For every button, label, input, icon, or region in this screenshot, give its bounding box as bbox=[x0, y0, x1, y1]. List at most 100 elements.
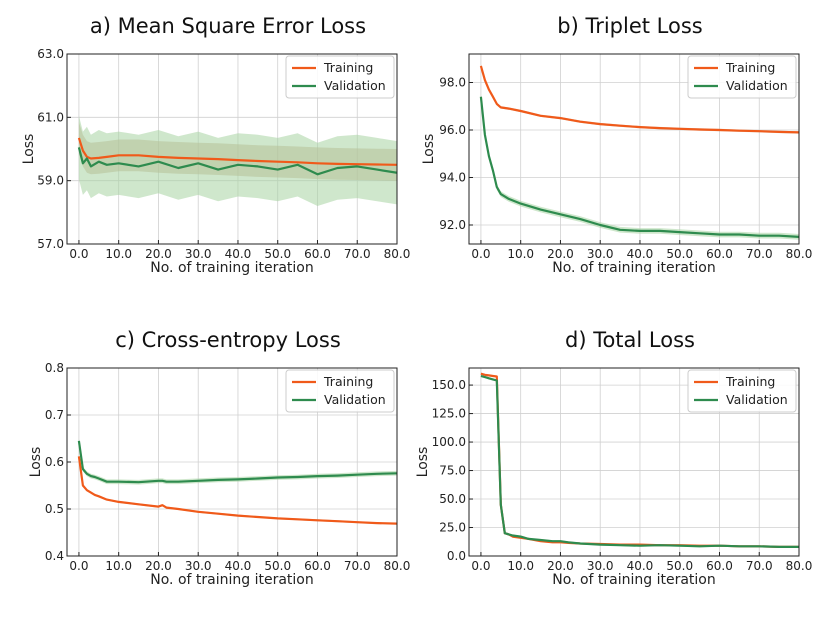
x-tick-label: 30.0 bbox=[587, 247, 614, 261]
y-tick-label: 50.0 bbox=[439, 492, 466, 506]
y-axis-label: Loss bbox=[28, 447, 44, 478]
x-tick-label: 20.0 bbox=[145, 559, 172, 573]
x-tick-label: 50.0 bbox=[264, 247, 291, 261]
x-tick-label: 40.0 bbox=[225, 559, 252, 573]
x-tick-label: 0.0 bbox=[471, 559, 490, 573]
x-tick-label: 30.0 bbox=[185, 247, 212, 261]
plot-area bbox=[77, 115, 397, 206]
series-line-training bbox=[77, 456, 397, 525]
y-tick-label: 100.0 bbox=[432, 435, 466, 449]
chart-0: a) Mean Square Error Loss 0.0 10.0 20.0 30.0… bbox=[21, 14, 410, 276]
x-tick-label: 10.0 bbox=[105, 247, 132, 261]
x-axis-label: No. of training iteration bbox=[150, 260, 313, 276]
y-tick-label: 0.0 bbox=[447, 549, 466, 563]
legend: Training Validation bbox=[285, 369, 395, 413]
x-tick-label: 80.0 bbox=[384, 247, 411, 261]
plot-area bbox=[479, 64, 799, 240]
x-tick-label: 30.0 bbox=[587, 559, 614, 573]
x-tick-label: 70.0 bbox=[344, 247, 371, 261]
y-tick-label: 57.0 bbox=[37, 237, 64, 251]
x-tick-label: 60.0 bbox=[706, 559, 733, 573]
legend-box bbox=[285, 369, 395, 413]
x-tick-label: 10.0 bbox=[507, 247, 534, 261]
y-tick-label: 96.0 bbox=[439, 123, 466, 137]
x-tick-label: 60.0 bbox=[304, 559, 331, 573]
y-axis-label: Loss bbox=[421, 134, 437, 165]
legend-label-validation: Validation bbox=[726, 392, 788, 407]
series-line-validation bbox=[77, 440, 397, 484]
x-tick-label: 10.0 bbox=[105, 559, 132, 573]
chart-title: c) Cross-entropy Loss bbox=[115, 328, 341, 352]
y-tick-label: 0.8 bbox=[45, 361, 64, 375]
plot-frame bbox=[468, 53, 800, 245]
chart-1: b) Triplet Loss 0.0 10.0 20.0 30.0 40.0 50.0 60… bbox=[421, 14, 812, 276]
legend: Training Validation bbox=[285, 55, 395, 99]
plot-area bbox=[77, 438, 397, 525]
x-axis-label: No. of training iteration bbox=[150, 572, 313, 588]
x-tick-label: 50.0 bbox=[666, 559, 693, 573]
y-tick-label: 125.0 bbox=[432, 407, 466, 421]
legend-label-validation: Validation bbox=[726, 78, 788, 93]
chart-title: a) Mean Square Error Loss bbox=[90, 14, 366, 38]
x-tick-label: 70.0 bbox=[746, 247, 773, 261]
chart-title: d) Total Loss bbox=[565, 328, 695, 352]
y-tick-label: 61.0 bbox=[37, 110, 64, 124]
x-tick-label: 60.0 bbox=[304, 247, 331, 261]
legend: Training Validation bbox=[687, 55, 797, 99]
y-tick-label: 25.0 bbox=[439, 521, 466, 535]
y-axis-label: Loss bbox=[415, 447, 431, 478]
legend-label-training: Training bbox=[323, 60, 373, 75]
x-tick-label: 70.0 bbox=[344, 559, 371, 573]
legend-label-training: Training bbox=[725, 374, 775, 389]
plot-area bbox=[480, 372, 799, 548]
x-axis-label: No. of training iteration bbox=[552, 260, 715, 276]
y-tick-label: 0.5 bbox=[45, 502, 64, 516]
x-tick-label: 80.0 bbox=[786, 247, 813, 261]
y-tick-label: 59.0 bbox=[37, 174, 64, 188]
y-tick-label: 150.0 bbox=[432, 378, 466, 392]
x-tick-label: 80.0 bbox=[384, 559, 411, 573]
band-validation bbox=[78, 438, 397, 485]
x-axis-label: No. of training iteration bbox=[552, 572, 715, 588]
x-tick-label: 70.0 bbox=[746, 559, 773, 573]
legend-box bbox=[687, 369, 797, 413]
y-tick-label: 75.0 bbox=[439, 464, 466, 478]
x-tick-label: 50.0 bbox=[264, 559, 291, 573]
y-tick-label: 63.0 bbox=[37, 47, 64, 61]
chart-3: d) Total Loss 0.0 10.0 20.0 30.0 40.0 50.0 60.0… bbox=[415, 328, 812, 588]
x-tick-label: 30.0 bbox=[185, 559, 212, 573]
x-tick-label: 0.0 bbox=[471, 247, 490, 261]
y-tick-label: 94.0 bbox=[439, 171, 466, 185]
x-tick-label: 80.0 bbox=[786, 559, 813, 573]
series-line-training bbox=[479, 65, 799, 134]
legend-box bbox=[687, 55, 797, 99]
legend-label-validation: Validation bbox=[324, 392, 386, 407]
legend-label-training: Training bbox=[323, 374, 373, 389]
y-tick-label: 92.0 bbox=[439, 218, 466, 232]
x-tick-label: 50.0 bbox=[666, 247, 693, 261]
x-tick-label: 0.0 bbox=[69, 247, 88, 261]
legend-box bbox=[285, 55, 395, 99]
chart-2: c) Cross-entropy Loss 0.0 10.0 20.0 30.0 40.0… bbox=[28, 328, 410, 588]
x-tick-label: 10.0 bbox=[507, 559, 534, 573]
plot-frame bbox=[66, 53, 398, 245]
legend: Training Validation bbox=[687, 369, 797, 413]
x-tick-label: 40.0 bbox=[627, 559, 654, 573]
legend-label-training: Training bbox=[725, 60, 775, 75]
x-tick-label: 20.0 bbox=[145, 247, 172, 261]
x-tick-label: 0.0 bbox=[69, 559, 88, 573]
y-axis-label: Loss bbox=[21, 134, 37, 165]
x-tick-label: 40.0 bbox=[225, 247, 252, 261]
x-tick-label: 20.0 bbox=[547, 247, 574, 261]
y-tick-label: 0.7 bbox=[45, 408, 64, 422]
chart-title: b) Triplet Loss bbox=[557, 14, 702, 38]
y-tick-label: 98.0 bbox=[439, 76, 466, 90]
x-tick-label: 40.0 bbox=[627, 247, 654, 261]
series-line-validation bbox=[479, 96, 799, 238]
y-tick-label: 0.6 bbox=[45, 455, 64, 469]
y-tick-label: 0.4 bbox=[45, 549, 64, 563]
plot-frame bbox=[468, 367, 800, 557]
legend-label-validation: Validation bbox=[324, 78, 386, 93]
x-tick-label: 60.0 bbox=[706, 247, 733, 261]
